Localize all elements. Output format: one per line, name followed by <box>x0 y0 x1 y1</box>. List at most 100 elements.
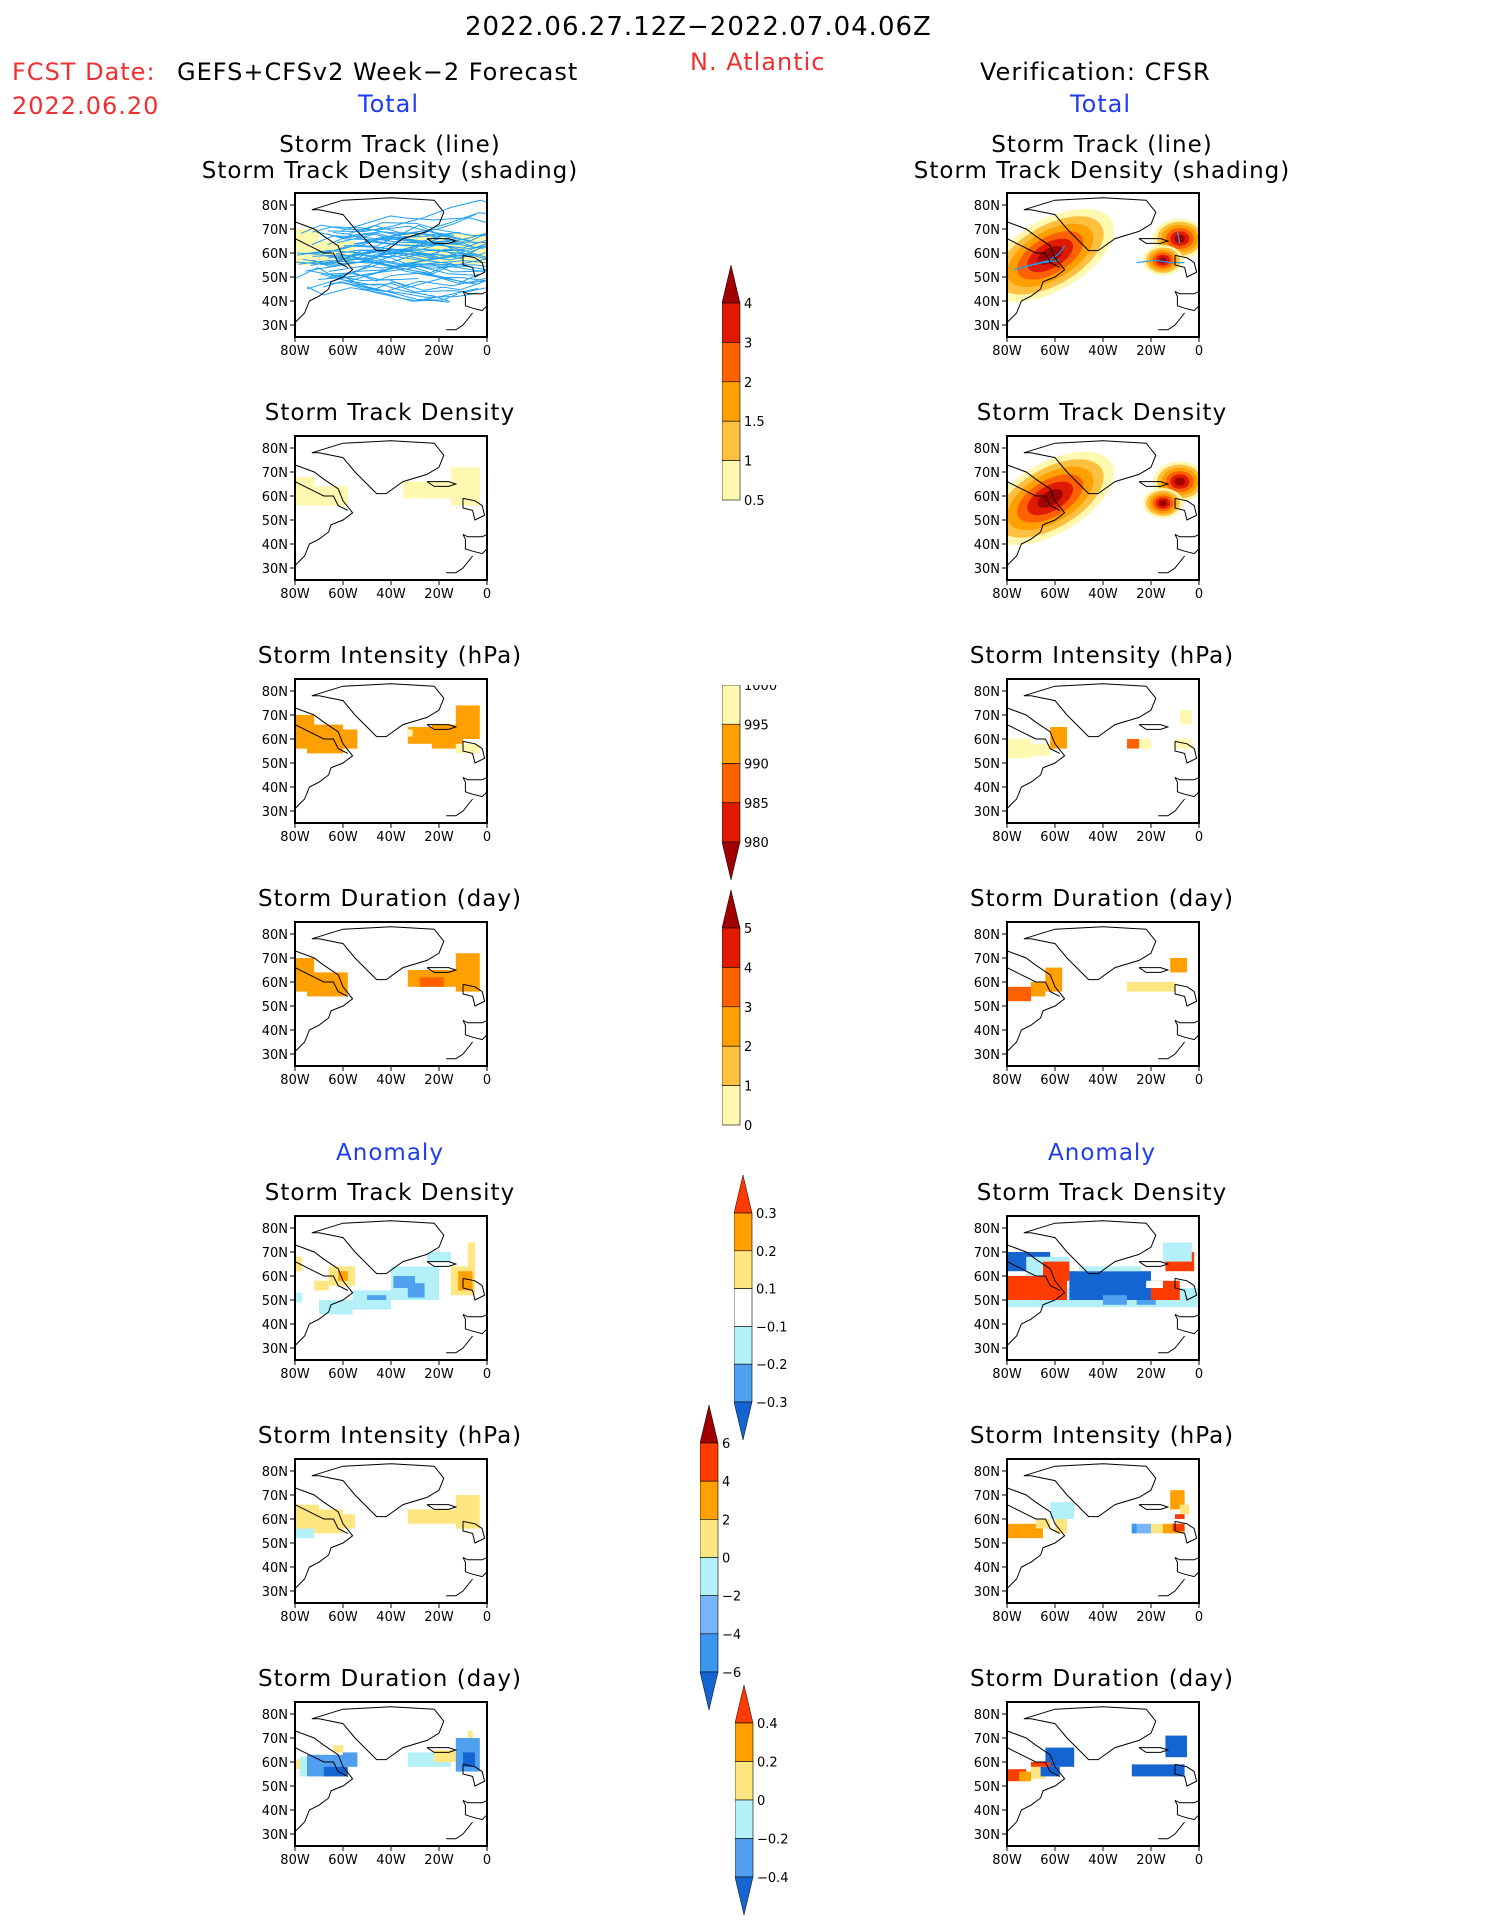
lat-tick-label: 30N <box>974 1048 1000 1063</box>
coastline <box>1138 967 1170 973</box>
colorbar-label: 0.4 <box>757 1717 778 1732</box>
coastline <box>462 534 487 555</box>
colorbar-segment <box>734 1799 754 1839</box>
colorbar-label: −6 <box>722 1666 741 1681</box>
map-panel: 80N 70N 60N 50N 40N 30N 80W 60W 40W 20W 0 <box>962 188 1214 366</box>
coastline <box>1174 254 1198 278</box>
shaded-cell <box>343 1752 358 1767</box>
colorbar-svg: 4 3 2 1.5 1 0.5 <box>721 264 765 509</box>
lat-tick-label: 60N <box>262 976 288 991</box>
lat-tick-label: 60N <box>262 247 288 262</box>
lon-tick-label: 40W <box>376 344 406 359</box>
coastline <box>1138 1504 1170 1510</box>
lon-tick-label: 80W <box>280 587 310 602</box>
lat-tick-label: 70N <box>262 1732 288 1747</box>
lon-tick-label: 0 <box>483 830 491 845</box>
map-svg: 80N 70N 60N 50N 40N 30N 80W 60W 40W 20W 0 <box>974 921 1203 1088</box>
lat-tick-label: 70N <box>974 952 1000 967</box>
shaded-cell <box>455 1495 480 1529</box>
colorbar-segment <box>699 1480 719 1520</box>
colorbar-svg: 1000 995 990 985 980 <box>721 679 777 881</box>
colorbar-anom-density: 0.3 0.2 0.1 −0.1 −0.2 −0.3 <box>733 1174 814 1454</box>
colorbar-total-intensity: 1000 995 990 985 980 <box>721 679 802 894</box>
colorbar-label: −0.2 <box>757 1833 789 1848</box>
lat-tick-label: 50N <box>974 1000 1000 1015</box>
lat-tick-label: 30N <box>974 805 1000 820</box>
shaded-cell <box>1055 1519 1067 1534</box>
coastline <box>446 1578 473 1597</box>
colorbar-label: 3 <box>744 1001 752 1016</box>
colorbar-segment <box>721 342 741 383</box>
lon-tick-label: 60W <box>1040 1073 1070 1088</box>
lat-tick-label: 70N <box>974 709 1000 724</box>
panel-title-ob-track: Storm Track (line) Storm Track Density (… <box>892 132 1312 184</box>
lat-tick-label: 80N <box>262 928 288 943</box>
shaded-cell <box>1007 739 1031 759</box>
lon-tick-label: 20W <box>1136 1610 1166 1625</box>
coastline <box>462 1556 487 1561</box>
lon-tick-label: 0 <box>1195 830 1203 845</box>
shaded-cell <box>1170 1490 1185 1510</box>
map-panel: 80N 70N 60N 50N 40N 30N 80W 60W 40W 20W 0 <box>250 188 502 366</box>
shaded-cell <box>1151 1523 1163 1534</box>
lon-tick-label: 80W <box>992 1610 1022 1625</box>
colorbar-segment <box>721 381 741 422</box>
lat-tick-label: 40N <box>974 1024 1000 1039</box>
colorbar-segment <box>734 1761 754 1801</box>
coastline <box>1174 1557 1199 1578</box>
map-panel: 80N 70N 60N 50N 40N 30N 80W 60W 40W 20W 0 <box>250 1697 502 1875</box>
map-panel: 80N 70N 60N 50N 40N 30N 80W 60W 40W 20W 0 <box>962 1211 1214 1389</box>
coastline <box>295 238 349 268</box>
shaded-cell <box>295 1292 303 1303</box>
lat-tick-label: 30N <box>974 1342 1000 1357</box>
density-blob <box>1037 246 1063 265</box>
storm-track-line <box>326 245 484 279</box>
colorbar-label: −0.3 <box>756 1396 788 1411</box>
colorbar-total-density: 4 3 2 1.5 1 0.5 <box>721 264 802 514</box>
storm-track-line <box>342 279 486 293</box>
coastline <box>462 1763 486 1787</box>
coastline <box>462 291 487 312</box>
lon-tick-label: 60W <box>328 1073 358 1088</box>
shaded-cell <box>1172 1523 1185 1531</box>
density-blob <box>1037 489 1063 508</box>
lat-tick-label: 60N <box>262 1756 288 1771</box>
colorbar-label: 0.1 <box>756 1283 777 1298</box>
colorbar-segment <box>721 723 741 764</box>
lon-tick-label: 60W <box>328 587 358 602</box>
storm-track-line <box>343 239 487 253</box>
coastline <box>295 481 349 511</box>
colorbar-segment <box>721 763 741 804</box>
coastline <box>311 197 445 252</box>
coastline <box>426 1504 458 1510</box>
coastline <box>462 1020 487 1041</box>
coastline <box>1007 1747 1061 1777</box>
colorbar-segment <box>699 1519 719 1558</box>
shaded-cell <box>295 1759 300 1770</box>
colorbar-triangle-bottom <box>733 1401 753 1441</box>
lat-tick-label: 80N <box>262 1465 288 1480</box>
lat-tick-label: 80N <box>262 442 288 457</box>
lon-tick-label: 20W <box>424 1367 454 1382</box>
map-panel: 80N 70N 60N 50N 40N 30N 80W 60W 40W 20W 0 <box>962 431 1214 609</box>
lon-tick-label: 60W <box>328 1853 358 1868</box>
lat-tick-label: 40N <box>262 1024 288 1039</box>
storm-track-line <box>336 233 487 249</box>
coastline <box>1174 1020 1199 1041</box>
map-frame <box>294 435 488 581</box>
lon-tick-label: 80W <box>992 1073 1022 1088</box>
coastline <box>1174 740 1198 764</box>
lat-tick-label: 30N <box>262 1048 288 1063</box>
coastline <box>1174 1019 1199 1024</box>
coastline <box>462 1314 487 1335</box>
lat-tick-label: 60N <box>262 733 288 748</box>
lat-tick-label: 30N <box>974 1828 1000 1843</box>
coastline <box>1174 533 1199 538</box>
section-total-left: Total <box>358 90 420 118</box>
map-svg: 80N 70N 60N 50N 40N 30N 80W 60W 40W 20W 0 <box>262 435 491 602</box>
coastline <box>1007 238 1061 268</box>
coastline <box>295 221 354 323</box>
coastline <box>295 1244 354 1346</box>
panel-title-line2: Storm Track Density (shading) <box>201 158 579 184</box>
coastline <box>1174 1556 1199 1561</box>
